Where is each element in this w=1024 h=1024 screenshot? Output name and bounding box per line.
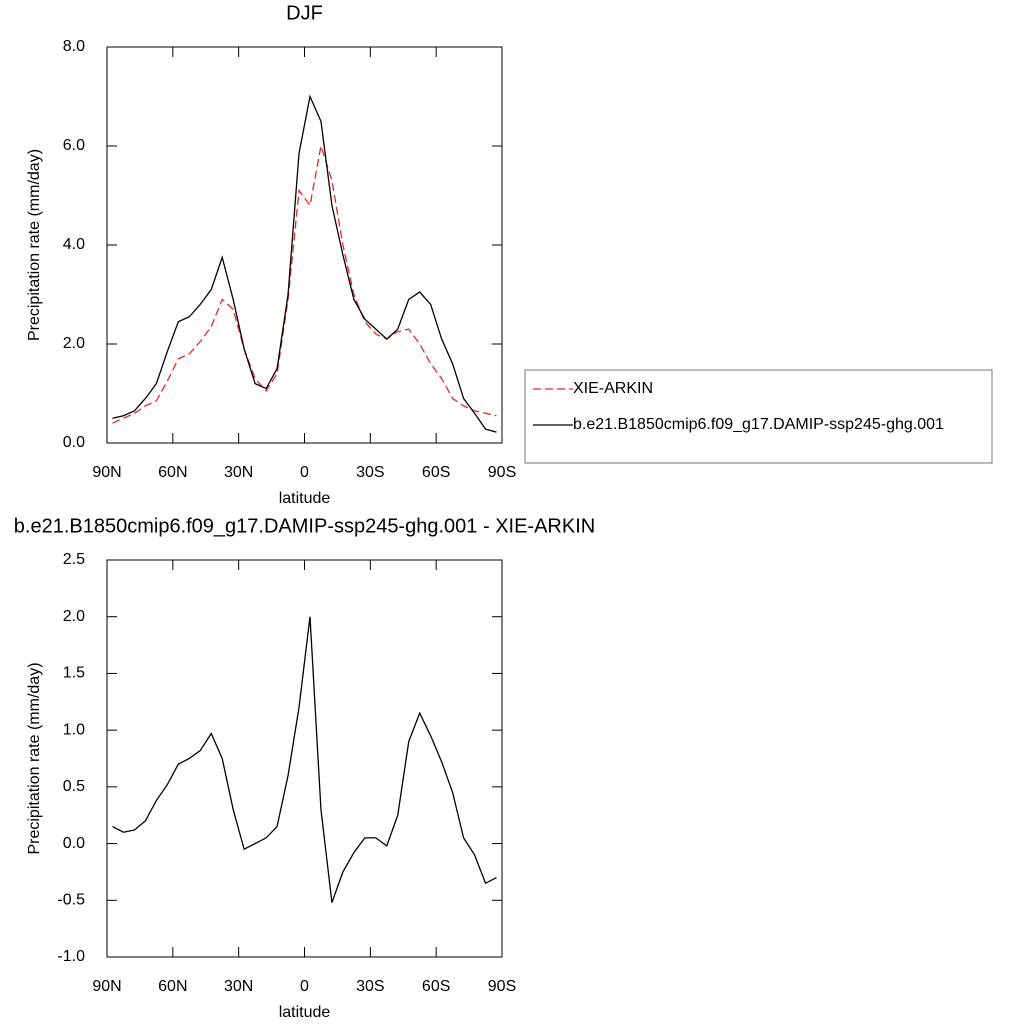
x-tick-label: 60N xyxy=(158,978,187,995)
y-tick-label: 1.5 xyxy=(63,665,85,682)
y-tick-label: 2.5 xyxy=(63,551,85,568)
legend-box xyxy=(524,369,993,464)
plot-frame xyxy=(106,46,503,444)
x-tick-label: 90S xyxy=(488,464,516,481)
plot-frame xyxy=(106,559,503,958)
x-axis-label: latitude xyxy=(279,490,331,507)
y-tick-label: 0.5 xyxy=(63,778,85,795)
y-axis-label: Precipitation rate (mm/day) xyxy=(26,149,43,341)
y-axis-label: Precipitation rate (mm/day) xyxy=(26,662,43,854)
chart-title: DJF xyxy=(286,2,323,24)
chart-title: b.e21.B1850cmip6.f09_g17.DAMIP-ssp245-gh… xyxy=(14,515,595,537)
legend-label: b.e21.B1850cmip6.f09_g17.DAMIP-ssp245-gh… xyxy=(573,416,944,433)
x-tick-label: 30S xyxy=(356,464,384,481)
x-tick-label: 30S xyxy=(356,978,384,995)
x-tick-label: 90N xyxy=(92,464,121,481)
data-line xyxy=(112,616,497,903)
data-line xyxy=(112,145,497,424)
y-tick-label: -0.5 xyxy=(57,892,85,909)
y-tick-label: 0.0 xyxy=(63,835,85,852)
y-tick-label: 4.0 xyxy=(63,236,85,253)
y-tick-label: 6.0 xyxy=(63,137,85,154)
y-tick-label: 2.0 xyxy=(63,335,85,352)
x-tick-label: 90S xyxy=(488,978,516,995)
x-tick-label: 60S xyxy=(422,978,450,995)
y-tick-label: 8.0 xyxy=(63,38,85,55)
x-tick-label: 0 xyxy=(300,464,309,481)
y-tick-label: -1.0 xyxy=(57,948,85,965)
x-tick-label: 30N xyxy=(224,464,253,481)
x-tick-label: 60S xyxy=(422,464,450,481)
legend-label: XIE-ARKIN xyxy=(573,380,653,397)
x-tick-label: 90N xyxy=(92,978,121,995)
x-tick-label: 30N xyxy=(224,978,253,995)
x-axis-label: latitude xyxy=(279,1004,331,1021)
x-tick-label: 0 xyxy=(300,978,309,995)
x-tick-label: 60N xyxy=(158,464,187,481)
data-line xyxy=(112,94,497,433)
y-tick-label: 0.0 xyxy=(63,434,85,451)
y-tick-label: 1.0 xyxy=(63,721,85,738)
y-tick-label: 2.0 xyxy=(63,608,85,625)
